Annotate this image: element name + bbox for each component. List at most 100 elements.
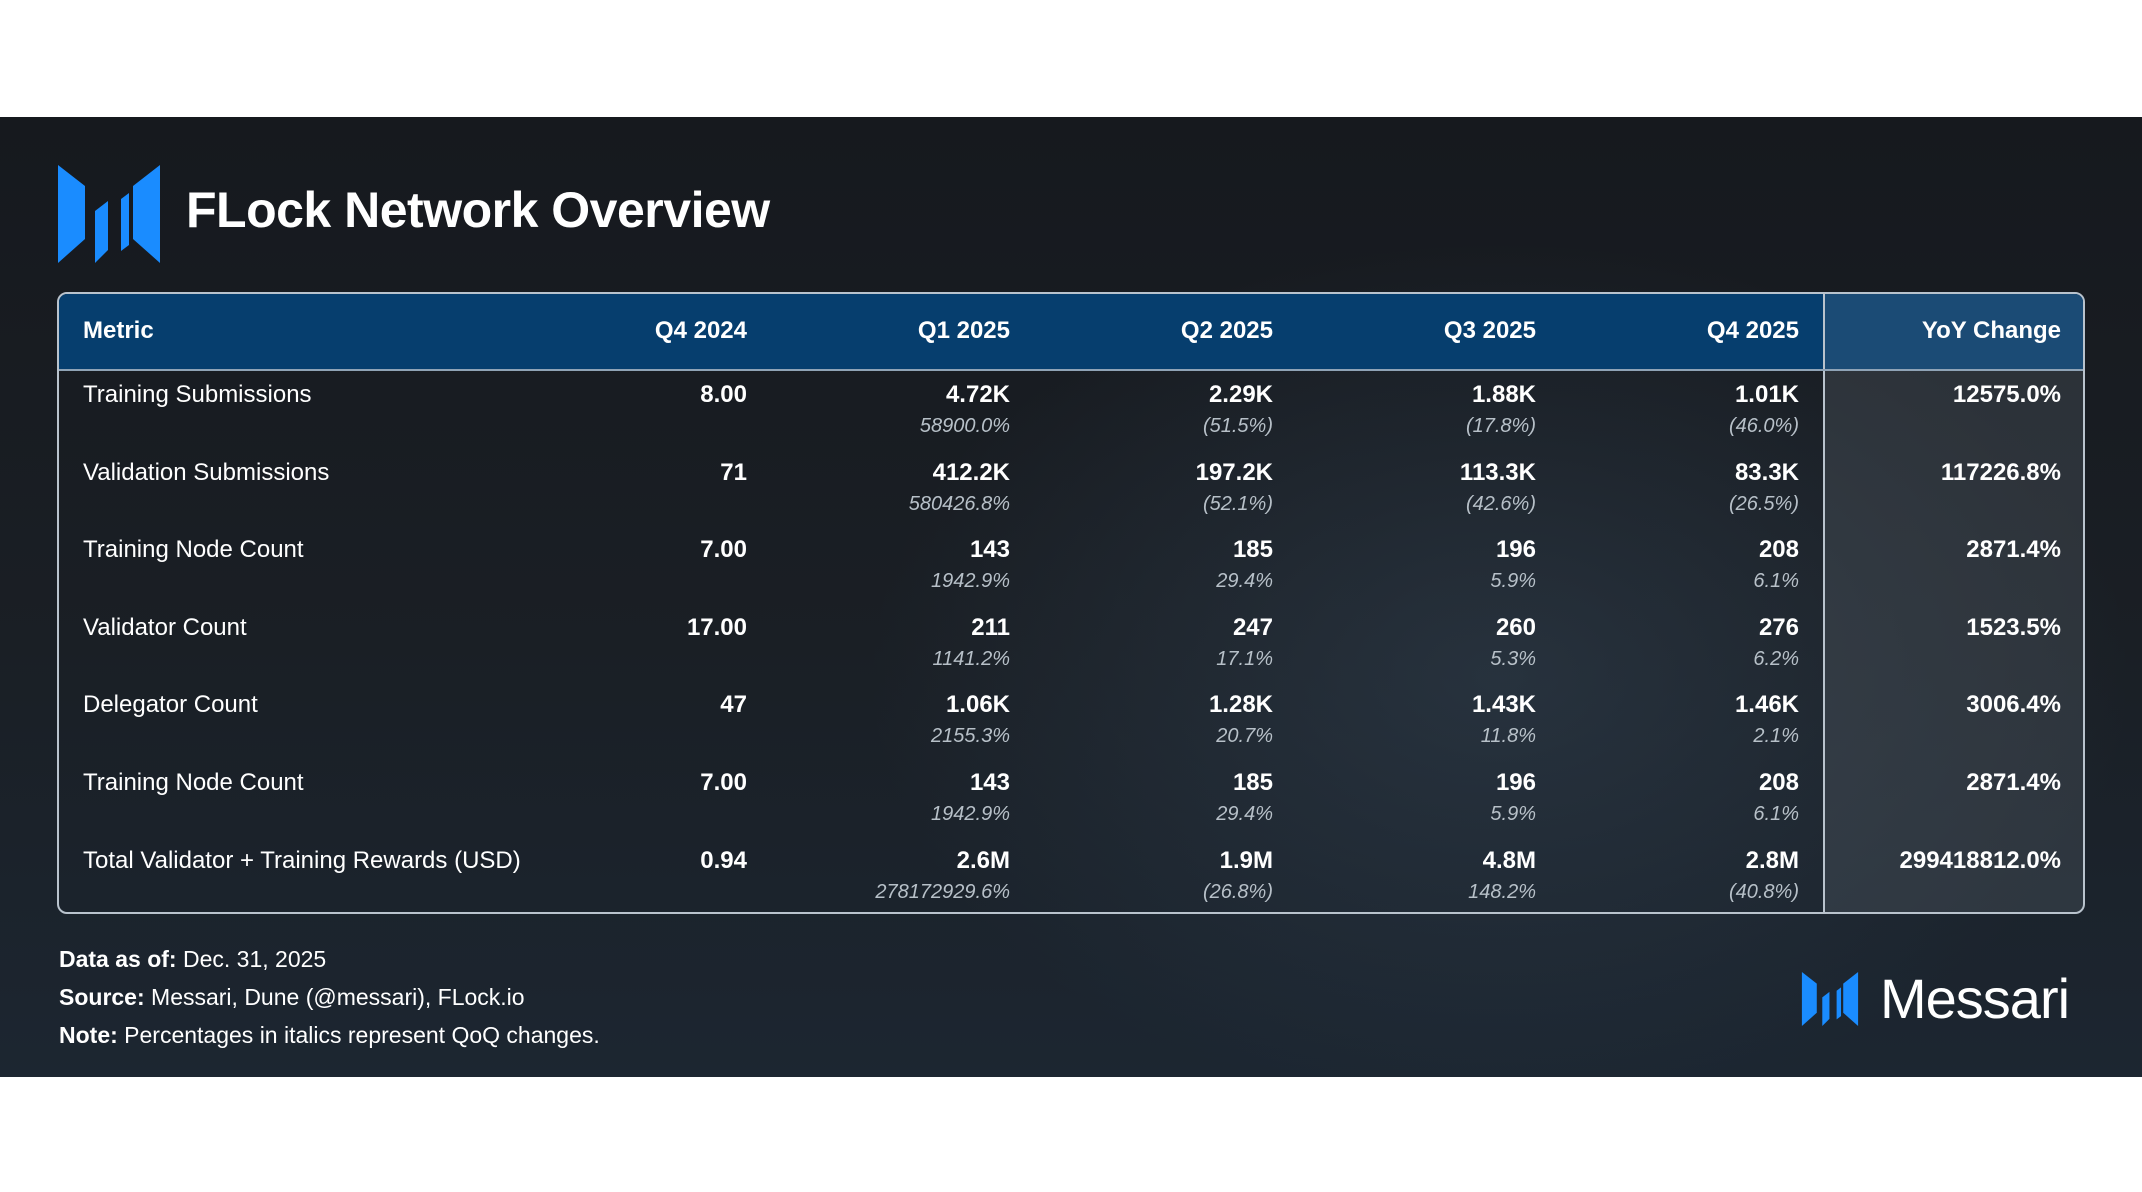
value-cell: 8.00 <box>700 381 747 408</box>
qoq-change: 6.2% <box>1753 647 1799 670</box>
value-cell: 1.88K <box>1471 381 1536 408</box>
qoq-change: (46.0%) <box>1728 415 1799 437</box>
yoy-change-cell: 117226.8% <box>1940 458 2061 486</box>
value-cell: 247 <box>1232 613 1273 641</box>
qoq-change: 5.9% <box>1490 570 1536 593</box>
dark-panel <box>0 117 2142 1077</box>
footer-source: Source: Messari, Dune (@messari), FLock.… <box>59 982 525 1012</box>
qoq-change: (42.6%) <box>1465 492 1536 515</box>
qoq-change: 278172929.6% <box>875 880 1010 903</box>
messari-brand-icon <box>1801 972 1859 1026</box>
qoq-change: 2.1% <box>1753 725 1799 748</box>
column-header-q4-2025: Q4 2025 <box>1706 317 1799 344</box>
qoq-change: 6.1% <box>1753 570 1799 593</box>
column-header-q2-2025: Q2 2025 <box>1180 317 1273 344</box>
yoy-change-cell: 2871.4% <box>1966 536 2061 564</box>
footer-data-as-of: Data as of: Dec. 31, 2025 <box>59 944 326 974</box>
column-header-metric: Metric <box>83 317 154 344</box>
messari-brand: Messari <box>1801 968 2087 1030</box>
qoq-change: 58900.0% <box>919 415 1010 437</box>
value-cell: 197.2K <box>1195 458 1273 486</box>
data-as-of-value: Dec. 31, 2025 <box>182 946 327 972</box>
yoy-change-cell: 299418812.0% <box>1899 846 2061 874</box>
metric-label: Validator Count <box>83 613 247 641</box>
metric-label: Training Node Count <box>83 769 304 796</box>
value-cell: 412.2K <box>932 458 1010 486</box>
qoq-change: 17.1% <box>1216 647 1273 670</box>
qoq-change: 148.2% <box>1468 880 1536 903</box>
qoq-change: (26.5%) <box>1728 492 1799 515</box>
qoq-change: 580426.8% <box>908 492 1010 515</box>
metric-label: Delegator Count <box>83 691 258 719</box>
value-cell: 1.43K <box>1471 691 1536 719</box>
qoq-change: 2155.3% <box>931 725 1010 748</box>
metric-label: Total Validator + Training Rewards (USD) <box>83 846 521 874</box>
value-cell: 113.3K <box>1459 458 1536 486</box>
qoq-change: (52.1%) <box>1202 492 1273 515</box>
qoq-change: 11.8% <box>1480 725 1536 748</box>
value-cell: 2.29K <box>1208 381 1273 408</box>
yoy-column-background <box>1823 294 2083 912</box>
value-cell: 196 <box>1495 536 1536 564</box>
brand-name: Messari <box>1880 967 2070 1030</box>
qoq-change: (40.8%) <box>1728 880 1799 903</box>
value-cell: 276 <box>1758 613 1799 641</box>
value-cell: 185 <box>1232 769 1273 796</box>
value-cell: 1.46K <box>1734 691 1799 719</box>
qoq-change: 29.4% <box>1216 570 1273 593</box>
data-as-of-label: Data as of: <box>59 946 177 972</box>
qoq-change: 5.3% <box>1490 647 1536 670</box>
qoq-change: 20.7% <box>1216 725 1273 748</box>
column-header-q4-2024: Q4 2024 <box>654 317 747 344</box>
value-cell: 1.01K <box>1734 381 1799 408</box>
value-cell: 260 <box>1495 613 1536 641</box>
value-cell: 208 <box>1758 769 1799 796</box>
page-title: FLock Network Overview <box>186 182 770 238</box>
table-header: Metric Q4 2024 Q1 2025 Q2 2025 Q3 2025 Q4 202… <box>59 294 2083 371</box>
value-cell: 7.00 <box>700 536 747 564</box>
column-header-q1-2025: Q1 2025 <box>917 317 1010 344</box>
metrics-table: Metric Q4 2024 Q1 2025 Q2 2025 Q3 2025 Q4 202… <box>57 292 2085 914</box>
qoq-change: (51.5%) <box>1202 415 1273 437</box>
value-cell: 196 <box>1495 769 1536 796</box>
column-header-yoy-change: YoY Change <box>1921 317 2061 344</box>
value-cell: 17.00 <box>686 613 747 641</box>
value-cell: 185 <box>1232 536 1273 564</box>
value-cell: 83.3K <box>1734 458 1799 486</box>
yoy-change-cell: 12575.0% <box>1952 381 2061 408</box>
yoy-change-cell: 2871.4% <box>1966 769 2061 796</box>
column-header-q3-2025: Q3 2025 <box>1443 317 1536 344</box>
qoq-change: 1942.9% <box>931 803 1010 825</box>
qoq-change: 1942.9% <box>931 570 1010 593</box>
metric-label: Training Submissions <box>83 381 312 408</box>
qoq-change: 29.4% <box>1216 803 1273 825</box>
qoq-change: 6.1% <box>1753 803 1799 825</box>
messari-logo-icon <box>58 165 160 263</box>
note-value: Percentages in italics represent QoQ cha… <box>124 1022 600 1048</box>
value-cell: 47 <box>720 691 747 719</box>
value-cell: 71 <box>720 458 747 486</box>
value-cell: 4.8M <box>1482 846 1536 874</box>
footer-note: Note: Percentages in italics represent Q… <box>59 1020 600 1050</box>
yoy-change-cell: 1523.5% <box>1966 613 2061 641</box>
value-cell: 0.94 <box>700 846 747 874</box>
value-cell: 4.72K <box>945 381 1010 408</box>
qoq-change: 5.9% <box>1490 803 1536 825</box>
value-cell: 143 <box>969 536 1010 564</box>
value-cell: 208 <box>1758 536 1799 564</box>
qoq-change: (17.8%) <box>1465 415 1536 437</box>
note-label: Note: <box>59 1022 118 1048</box>
yoy-header-cell <box>1823 294 2083 369</box>
value-cell: 1.06K <box>945 691 1010 719</box>
qoq-change: (26.8%) <box>1202 880 1273 903</box>
value-cell: 7.00 <box>700 769 747 796</box>
source-value: Messari, Dune (@messari), FLock.io <box>151 984 525 1010</box>
value-cell: 2.6M <box>956 846 1010 874</box>
source-label: Source: <box>59 984 145 1010</box>
value-cell: 143 <box>969 769 1010 796</box>
value-cell: 211 <box>971 613 1010 641</box>
metric-label: Training Node Count <box>83 536 304 564</box>
metric-label: Validation Submissions <box>83 458 330 486</box>
value-cell: 2.8M <box>1745 846 1799 874</box>
value-cell: 1.9M <box>1219 846 1273 874</box>
